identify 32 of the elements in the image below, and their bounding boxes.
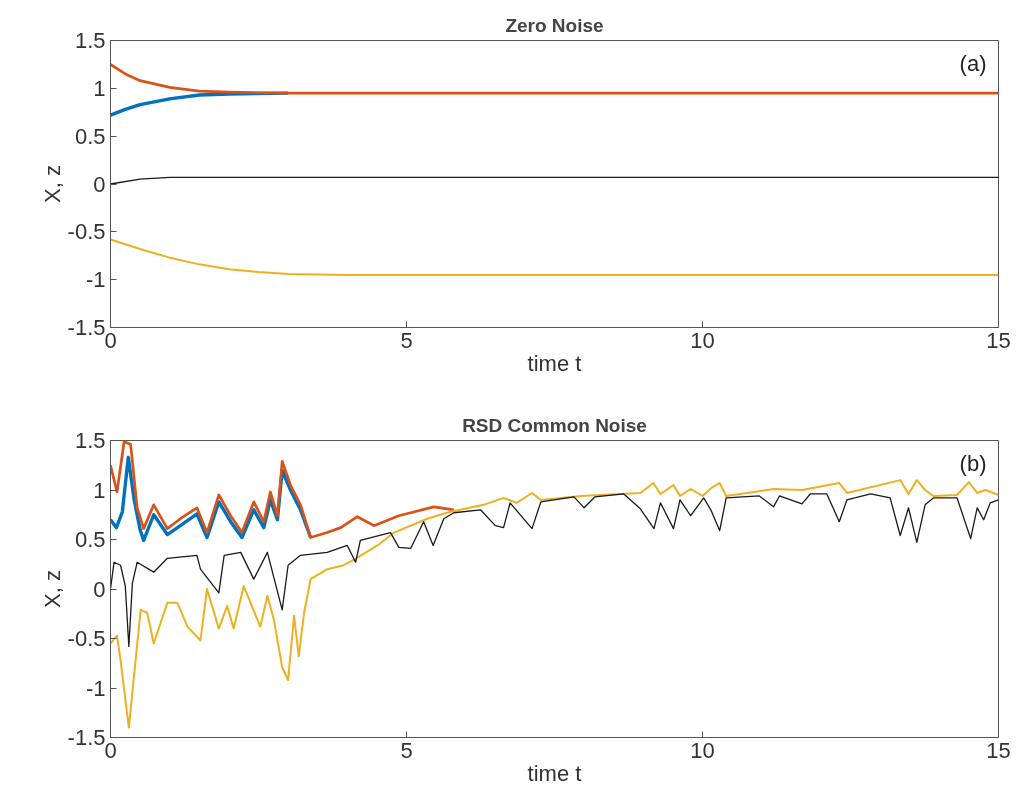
y-tick-label: -1	[85, 675, 106, 701]
line-series	[110, 238, 999, 276]
y-tick-label: 1.5	[74, 28, 106, 53]
x-tick-label: 15	[986, 737, 1011, 763]
x-tick-label: 10	[690, 737, 715, 763]
x-axis-title: time t	[527, 760, 582, 786]
annotation: (a)	[959, 50, 987, 76]
chart-title: RSD Common Noise	[462, 414, 647, 436]
y-tick-label: -0.5	[67, 626, 106, 651]
y-axis-title: X, z	[39, 570, 65, 608]
y-tick-label: 1.5	[74, 428, 106, 453]
y-tick-label: -1	[85, 267, 106, 293]
y-tick-label: -0.5	[67, 219, 106, 245]
x-tick-label: 5	[400, 327, 413, 353]
annotation: (b)	[959, 450, 987, 476]
line-series	[110, 440, 456, 539]
x-tick-label: 15	[986, 327, 1011, 353]
y-tick-label: 0.5	[74, 527, 106, 552]
x-tick-label: 5	[400, 737, 413, 763]
y-tick-label: -1.5	[67, 725, 106, 750]
x-tick-label: 10	[690, 327, 715, 353]
y-tick-label: 1	[93, 477, 106, 503]
line-series	[110, 493, 999, 648]
y-tick-label: -1.5	[67, 315, 106, 340]
chart-title: Zero Noise	[505, 14, 604, 36]
y-tick-label: 1	[93, 75, 106, 101]
y-axis-title: X, z	[39, 165, 65, 203]
y-tick-label: 0.5	[74, 123, 106, 149]
y-tick-label: 0	[93, 576, 106, 602]
line-series	[110, 479, 999, 729]
y-tick-label: 0	[93, 171, 106, 197]
x-axis-title: time t	[527, 350, 582, 376]
